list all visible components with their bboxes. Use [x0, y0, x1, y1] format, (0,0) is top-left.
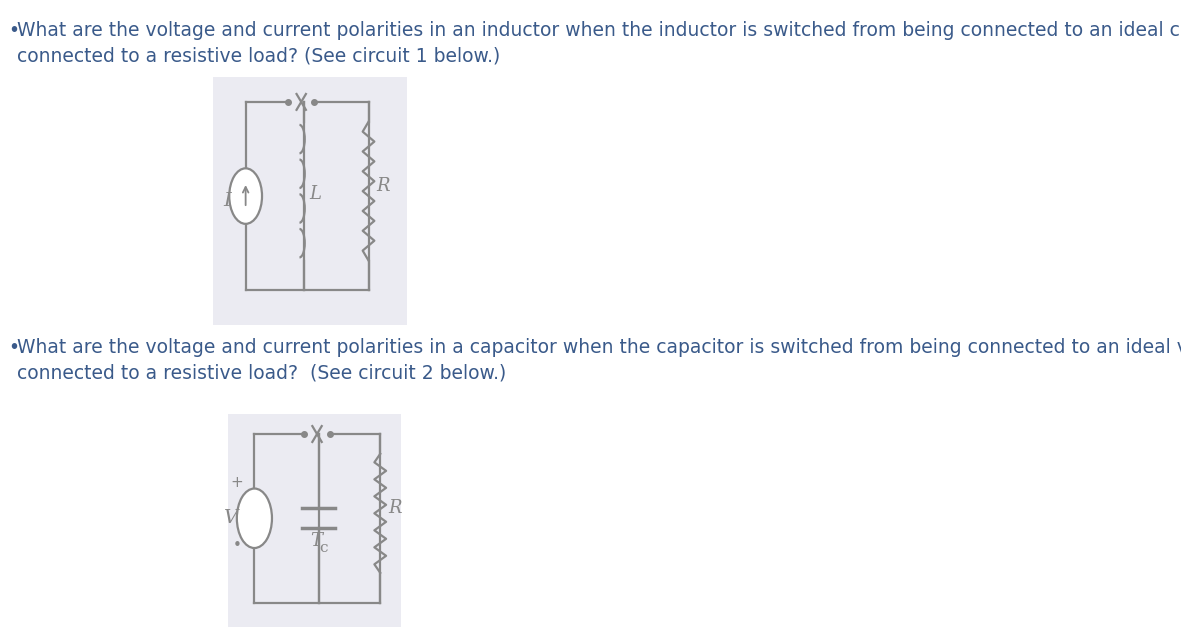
Text: connected to a resistive load? (See circuit 1 below.): connected to a resistive load? (See circ… [17, 46, 500, 65]
Text: What are the voltage and current polarities in an inductor when the inductor is : What are the voltage and current polarit… [17, 21, 1181, 40]
Text: V: V [223, 509, 237, 527]
Text: •: • [233, 538, 241, 553]
Text: What are the voltage and current polarities in a capacitor when the capacitor is: What are the voltage and current polarit… [17, 338, 1181, 357]
Text: •: • [8, 338, 20, 357]
Text: connected to a resistive load?  (See circuit 2 below.): connected to a resistive load? (See circ… [17, 363, 507, 383]
Circle shape [229, 168, 262, 224]
Text: T: T [311, 532, 322, 550]
Circle shape [237, 489, 272, 548]
FancyBboxPatch shape [228, 414, 400, 627]
Text: •: • [8, 21, 20, 40]
FancyBboxPatch shape [214, 77, 406, 325]
Text: c: c [319, 541, 327, 555]
Text: R: R [389, 499, 402, 517]
Text: I: I [223, 192, 230, 210]
Text: L: L [309, 185, 321, 203]
Text: +: + [230, 474, 243, 490]
Text: R: R [377, 177, 390, 195]
